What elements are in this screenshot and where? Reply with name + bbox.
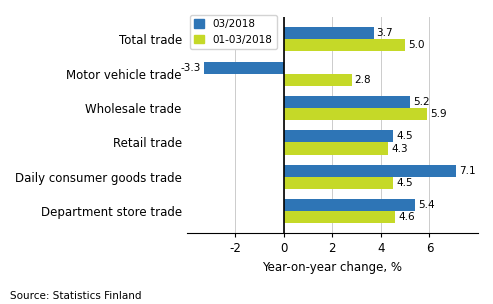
Text: -3.3: -3.3 <box>180 63 201 73</box>
Text: 4.5: 4.5 <box>396 131 413 141</box>
X-axis label: Year-on-year change, %: Year-on-year change, % <box>262 261 402 274</box>
Text: 2.8: 2.8 <box>354 75 371 85</box>
Text: 5.9: 5.9 <box>430 109 447 119</box>
Bar <box>284 177 393 189</box>
Text: 7.1: 7.1 <box>459 166 476 176</box>
Bar <box>284 96 410 108</box>
Text: Source: Statistics Finland: Source: Statistics Finland <box>10 291 141 301</box>
Bar <box>284 143 388 154</box>
Bar <box>284 108 427 120</box>
Bar <box>284 130 393 143</box>
Bar <box>284 199 415 211</box>
Bar <box>284 39 405 51</box>
Text: 5.0: 5.0 <box>408 40 424 50</box>
Text: 5.4: 5.4 <box>418 200 434 210</box>
Text: 4.3: 4.3 <box>391 143 408 154</box>
Text: 4.6: 4.6 <box>398 212 415 223</box>
Legend: 03/2018, 01-03/2018: 03/2018, 01-03/2018 <box>190 15 277 49</box>
Bar <box>204 62 284 74</box>
Bar <box>284 165 456 177</box>
Text: 3.7: 3.7 <box>377 28 393 38</box>
Bar <box>284 27 374 39</box>
Bar <box>284 74 352 86</box>
Text: 4.5: 4.5 <box>396 178 413 188</box>
Text: 5.2: 5.2 <box>413 97 429 107</box>
Bar <box>284 211 395 223</box>
